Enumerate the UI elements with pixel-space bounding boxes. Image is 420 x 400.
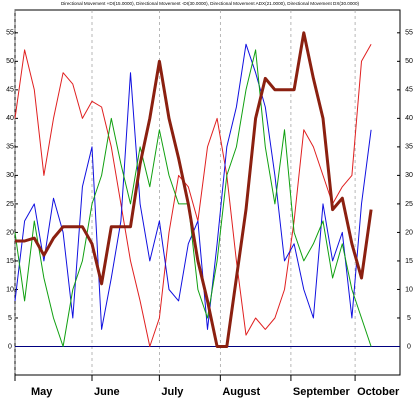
y-tick-label: 30 xyxy=(6,172,14,179)
y-tick-label: 25 xyxy=(6,201,14,208)
x-tick-label: June xyxy=(94,386,120,398)
y-tick-label: 15 xyxy=(6,258,14,265)
y-tick-label-right: 55 xyxy=(405,30,413,37)
x-tick-label: October xyxy=(357,386,400,398)
y-tick-label-right: 10 xyxy=(405,286,413,293)
y-tick-label: 20 xyxy=(6,229,14,236)
y-tick-label: 50 xyxy=(6,58,14,65)
y-tick-label-right: 25 xyxy=(405,201,413,208)
y-tick-label-right: 0 xyxy=(407,343,411,350)
x-tick-label: August xyxy=(222,386,260,398)
chart-title: Directional Movement +DI(15.0000), Direc… xyxy=(61,1,360,6)
y-tick-label: 45 xyxy=(6,87,14,94)
y-tick-label-right: 45 xyxy=(405,87,413,94)
plot-frame xyxy=(14,9,401,376)
y-tick-label: 0 xyxy=(8,343,12,350)
y-tick-label-right: 20 xyxy=(405,229,413,236)
x-tick-label: May xyxy=(31,386,53,398)
y-tick-label: 55 xyxy=(6,30,14,37)
x-tick-label: September xyxy=(293,386,351,398)
y-tick-label: 35 xyxy=(6,144,14,151)
x-tick-label: July xyxy=(161,386,184,398)
series-line xyxy=(14,43,372,347)
series-line xyxy=(14,43,372,330)
y-tick-label: 40 xyxy=(6,115,14,122)
series-line xyxy=(14,49,372,347)
y-tick-label-right: 30 xyxy=(405,172,413,179)
y-tick-label: 5 xyxy=(8,315,12,322)
y-tick-label-right: 40 xyxy=(405,115,413,122)
y-tick-label-right: 5 xyxy=(407,315,411,322)
y-tick-label: 10 xyxy=(6,286,14,293)
y-tick-label-right: 50 xyxy=(405,58,413,65)
y-tick-label-right: 35 xyxy=(405,144,413,151)
series-line xyxy=(15,31,373,348)
y-tick-label-right: 15 xyxy=(405,258,413,265)
